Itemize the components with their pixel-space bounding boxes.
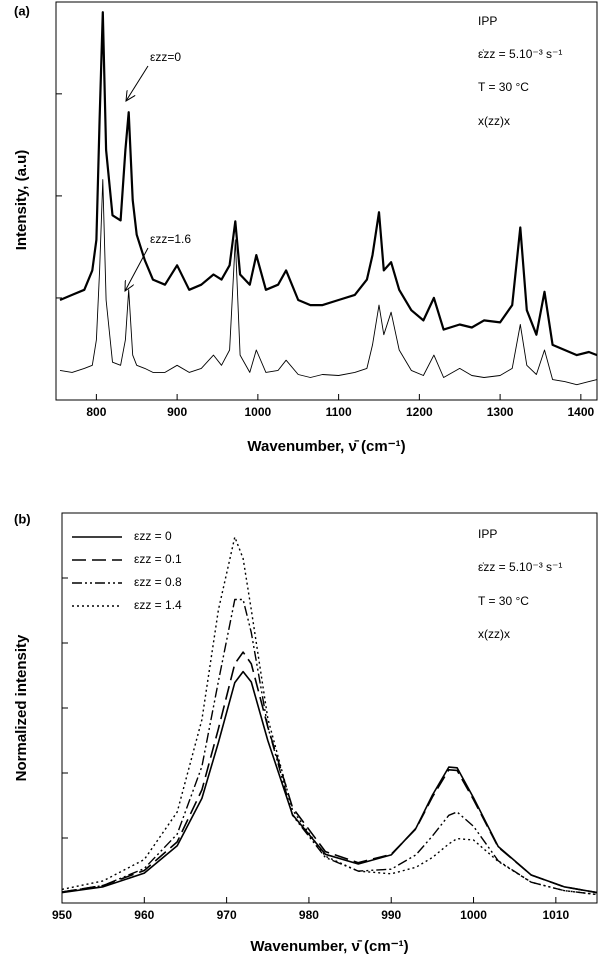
y-axis-title: Intensity, (a.u) — [13, 150, 30, 251]
x-tick-label: 1010 — [542, 908, 569, 922]
annotation: T = 30 °C — [478, 80, 529, 94]
legend-label: εzz = 0.8 — [134, 575, 182, 589]
annotation: εzz=1.6 — [150, 232, 191, 246]
annotation: x(zz)x — [478, 114, 510, 128]
spectrum-line — [61, 651, 598, 894]
x-tick-label: 1000 — [460, 908, 487, 922]
spectrum-line — [59, 11, 598, 357]
legend-label: εzz = 0.1 — [134, 552, 182, 566]
legend-label: εzz = 1.4 — [134, 598, 182, 612]
y-axis-title: Normalized intensity — [13, 634, 30, 781]
x-tick-label: 1000 — [245, 405, 272, 419]
annotation: IPP — [478, 14, 497, 28]
annotation: ε̇zz = 5.10⁻³ s⁻¹ — [478, 560, 562, 574]
panel-label: (a) — [14, 3, 30, 18]
annotation-arrow — [125, 247, 149, 291]
x-axis-title: Wavenumber, ν̄ (cm⁻¹) — [247, 438, 405, 455]
legend-label: εzz = 0 — [134, 529, 172, 543]
plot-frame — [55, 1, 598, 401]
annotation: x(zz)x — [478, 627, 510, 641]
x-tick-label: 970 — [217, 908, 237, 922]
spectrum-line — [61, 598, 598, 896]
x-tick-label: 1300 — [487, 405, 514, 419]
spectrum-line — [61, 536, 598, 896]
x-tick-label: 990 — [381, 908, 401, 922]
x-tick-label: 1400 — [567, 405, 594, 419]
x-tick-label: 900 — [167, 405, 187, 419]
panel-label: (b) — [14, 511, 31, 526]
annotation: εzz=0 — [150, 50, 181, 64]
x-tick-label: 960 — [134, 908, 154, 922]
x-axis-title: Wavenumber, ν̄ (cm⁻¹) — [250, 938, 408, 955]
annotation: ε̇zz = 5.10⁻³ s⁻¹ — [478, 47, 562, 61]
x-tick-label: 1200 — [406, 405, 433, 419]
x-tick-label: 950 — [52, 908, 72, 922]
annotation: IPP — [478, 527, 497, 541]
x-tick-label: 1100 — [326, 405, 352, 419]
x-tick-label: 980 — [299, 908, 319, 922]
x-tick-label: 800 — [86, 405, 106, 419]
annotation-arrow — [126, 65, 149, 101]
annotation: T = 30 °C — [478, 594, 529, 608]
spectrum-line — [59, 179, 598, 386]
